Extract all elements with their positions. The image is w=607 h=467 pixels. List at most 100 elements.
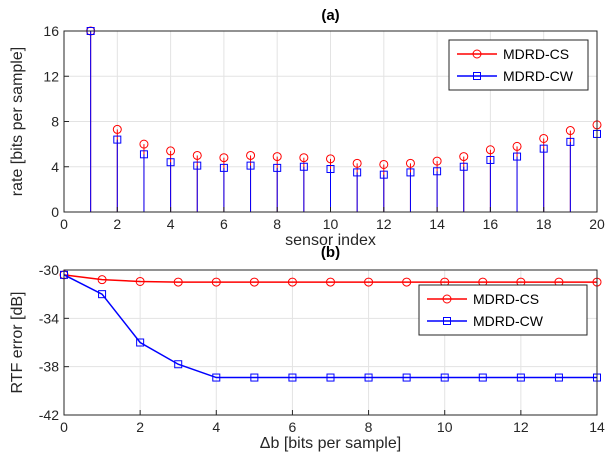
x-tick-label: 20: [589, 216, 605, 232]
data-point: [166, 158, 175, 167]
data-point: [97, 275, 107, 285]
data-point: [516, 373, 525, 382]
data-point: [211, 277, 221, 287]
data-point: [219, 163, 228, 172]
data-point: [353, 168, 362, 177]
data-point: [486, 155, 495, 164]
data-point: [326, 165, 335, 174]
x-tick-label: 2: [136, 419, 144, 435]
data-point: [136, 338, 145, 347]
data-point: [566, 137, 575, 146]
data-point: [440, 373, 449, 382]
data-point: [364, 277, 374, 287]
data-point: [113, 135, 122, 144]
legend-label: MDRD-CS: [503, 46, 569, 62]
data-point: [485, 145, 495, 155]
x-tick-label: 6: [220, 216, 228, 232]
y-tick-label: 4: [51, 159, 59, 175]
series-mdrd-cw: [86, 27, 601, 212]
x-tick-label: 8: [365, 419, 373, 435]
y-tick-label: -42: [39, 407, 59, 423]
data-point: [379, 170, 388, 179]
data-point: [173, 277, 183, 287]
chart-title: (a): [321, 7, 339, 24]
legend-marker: [442, 294, 452, 304]
axes-box: [63, 269, 598, 416]
x-tick-label: 6: [289, 419, 297, 435]
data-point: [139, 150, 148, 159]
data-point: [478, 373, 487, 382]
y-tick-label: -34: [39, 310, 59, 326]
x-tick-label: 18: [536, 216, 552, 232]
data-point: [539, 144, 548, 153]
x-tick-label: 4: [212, 419, 220, 435]
data-point: [405, 158, 415, 168]
data-point: [250, 373, 259, 382]
data-point: [379, 159, 389, 169]
data-point: [402, 373, 411, 382]
y-axis-label: rate [bits per sample]: [9, 47, 26, 196]
data-point: [192, 150, 202, 160]
data-point: [212, 373, 221, 382]
data-point: [539, 133, 549, 143]
x-tick-label: 12: [513, 419, 529, 435]
data-point: [512, 141, 522, 151]
y-tick-label: 12: [43, 68, 59, 84]
data-point: [246, 150, 256, 160]
data-point: [326, 373, 335, 382]
data-point: [219, 153, 229, 163]
chart-panel-b: 0 2 4 6 8 10 12 14 -30 -34 -38 -42 (b) Δb [bits per s…: [9, 244, 605, 452]
x-tick-label: 14: [429, 216, 445, 232]
series-mdrd-cw: [60, 270, 601, 382]
legend: MDRD-CS MDRD-CW: [418, 284, 588, 336]
x-tick-label: 0: [60, 419, 68, 435]
x-tick-label: 0: [60, 216, 68, 232]
data-point: [193, 161, 202, 170]
data-point: [135, 276, 145, 286]
data-point: [98, 290, 107, 299]
x-tick-label: 8: [273, 216, 281, 232]
x-tick-label: 16: [483, 216, 499, 232]
data-point: [554, 373, 563, 382]
x-tick-label: 2: [113, 216, 121, 232]
legend-label: MDRD-CW: [503, 68, 574, 84]
chart-title: (b): [321, 244, 340, 261]
data-point: [273, 163, 282, 172]
chart-panel-a: 0 2 4 6 8 10 12 14 16 18 20 0 4 8 12 16 (a) sensor index r…: [9, 7, 605, 249]
y-tick-label: 16: [43, 23, 59, 39]
x-axis-label: Δb [bits per sample]: [260, 435, 401, 452]
series-line: [63, 274, 597, 379]
legend-marker: [473, 72, 481, 80]
data-point: [402, 277, 412, 287]
data-point: [432, 156, 442, 166]
data-point: [326, 277, 335, 287]
series-line: [63, 274, 597, 283]
data-point: [299, 162, 308, 171]
data-point: [112, 124, 122, 134]
legend-marker: [472, 49, 482, 59]
x-tick-label: 10: [323, 216, 339, 232]
data-point: [299, 153, 309, 163]
data-point: [246, 161, 255, 170]
data-point: [249, 277, 259, 287]
legend-box: [418, 284, 588, 336]
y-tick-label: 0: [51, 204, 59, 220]
y-axis-label: RTF error [dB]: [9, 292, 26, 394]
data-point: [364, 373, 373, 382]
data-point: [272, 152, 282, 162]
legend-label: MDRD-CW: [473, 313, 544, 329]
x-axis-label: sensor index: [285, 232, 376, 249]
data-point: [139, 139, 149, 149]
data-point: [565, 126, 575, 136]
data-point: [326, 154, 335, 164]
legend-label: MDRD-CS: [473, 291, 539, 307]
x-tick-label: 12: [376, 216, 392, 232]
x-tick-label: 4: [167, 216, 175, 232]
data-point: [287, 277, 297, 287]
legend-marker: [443, 317, 451, 325]
data-point: [459, 162, 468, 171]
y-tick-label: -38: [39, 359, 59, 375]
legend-box: [448, 39, 589, 91]
data-point: [352, 158, 362, 168]
